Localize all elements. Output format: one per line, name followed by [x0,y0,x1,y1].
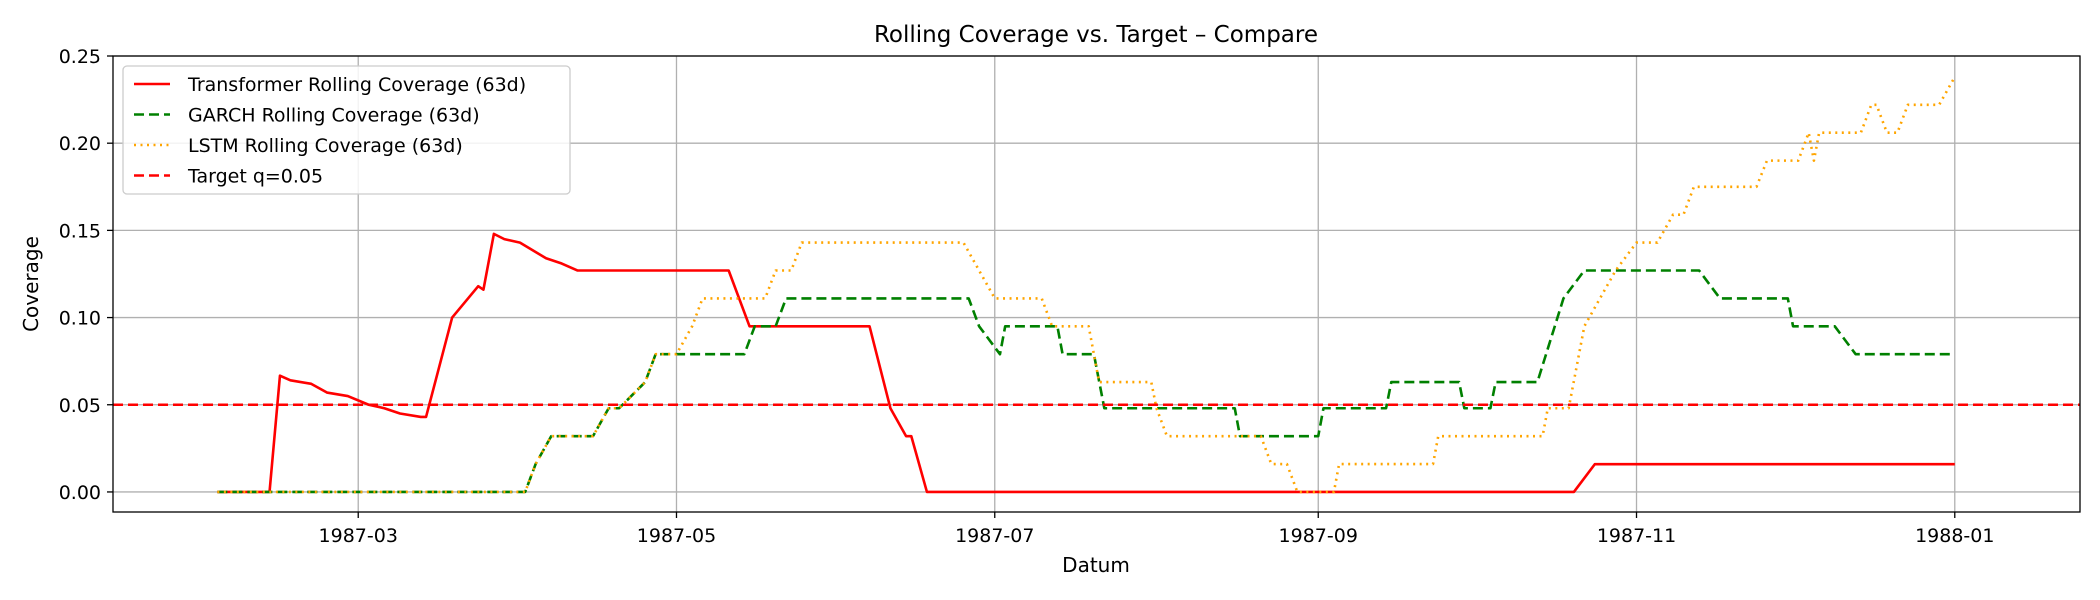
legend-box [122,65,571,195]
y-tick-label: 0.05 [59,395,101,417]
y-tick-label: 0.00 [59,482,101,504]
y-tick-label: 0.20 [59,133,101,155]
series-line-lstm-rolling-coverage-63d [217,76,1956,494]
x-tick-label: 1988-01 [1915,525,1994,547]
y-tick-label: 0.25 [59,46,101,68]
legend-label: Transformer Rolling Coverage (63d) [187,74,526,96]
x-tick-label: 1987-05 [637,525,716,547]
x-tick-label: 1987-09 [1279,525,1358,547]
legend-label: Target q=0.05 [187,166,323,188]
series-layer [113,76,2080,494]
chart-title: Rolling Coverage vs. Target – Compare [874,22,1318,48]
series-line-transformer-rolling-coverage-63d [217,232,1955,494]
plot-frame [112,55,2081,513]
y-tick-label: 0.10 [59,308,101,330]
series-line-garch-rolling-coverage-63d [217,269,1955,494]
y-axis: 0.00 0.05 0.10 0.15 0.20 0.25 [59,46,113,504]
x-tick-label: 1987-07 [955,525,1034,547]
legend: Transformer Rolling Coverage (63d) GARCH … [122,65,571,195]
x-axis: 1987-03 1987-05 1987-07 1987-09 1987-11 1988-… [319,512,1994,547]
x-tick-label: 1987-03 [319,525,398,547]
x-axis-label: Datum [1062,553,1130,577]
x-tick-label: 1987-11 [1597,525,1676,547]
y-axis-label: Coverage [19,236,43,332]
legend-label: GARCH Rolling Coverage (63d) [188,105,480,127]
legend-label: LSTM Rolling Coverage (63d) [188,135,463,157]
y-tick-label: 0.15 [59,220,101,242]
